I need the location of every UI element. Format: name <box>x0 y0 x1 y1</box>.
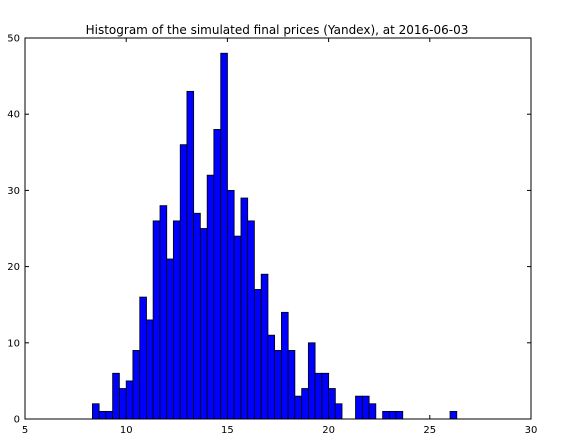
y-tick-label: 20 <box>7 262 20 273</box>
histogram-bar <box>98 410 107 420</box>
histogram-bar <box>233 235 242 420</box>
histogram-bar <box>314 372 323 420</box>
histogram-bar <box>186 90 195 420</box>
histogram-bar <box>166 258 174 420</box>
histogram-bar <box>328 388 336 420</box>
histogram-bar <box>395 410 404 420</box>
y-tick-label: 50 <box>7 34 20 45</box>
histogram-bar <box>449 410 458 420</box>
histogram-bar <box>368 403 377 420</box>
y-tick-label: 10 <box>7 338 20 349</box>
histogram-bar <box>334 403 343 420</box>
histogram-bar <box>112 372 120 420</box>
histogram-bar <box>240 197 249 420</box>
histogram-bar <box>226 189 235 420</box>
histogram-bar <box>321 372 330 420</box>
histogram-bar <box>247 220 255 420</box>
plot-frame <box>24 37 532 420</box>
y-tick-label: 40 <box>7 110 20 121</box>
histogram-bar <box>382 410 390 420</box>
histogram-bar <box>179 144 188 420</box>
histogram-bar <box>260 273 269 420</box>
histogram-bar <box>294 395 302 420</box>
histogram-bar <box>388 410 397 420</box>
x-tick-label: 5 <box>22 425 28 436</box>
histogram-bar <box>105 410 114 420</box>
histogram-bar <box>307 342 316 420</box>
chart-title: Histogram of the simulated final prices … <box>86 23 469 37</box>
histogram-bar <box>119 388 127 420</box>
histogram-bar <box>206 174 215 420</box>
histogram-bar <box>213 129 221 420</box>
x-tick-label: 30 <box>525 425 538 436</box>
histogram-bar <box>220 52 228 420</box>
histogram-bar <box>355 395 363 420</box>
histogram-bar <box>91 403 100 420</box>
histogram-bar <box>193 212 201 420</box>
histogram-bar <box>281 311 289 420</box>
y-tick-label: 30 <box>7 186 20 197</box>
axis-ticks: 5 10 15 20 25 30 0 10 20 30 40 50 <box>7 34 537 437</box>
histogram-bar <box>274 350 282 420</box>
histogram-bar <box>125 380 134 420</box>
histogram-bar <box>172 220 181 420</box>
histogram-bar <box>253 289 262 420</box>
histogram-bar <box>267 334 276 420</box>
histogram-bar <box>362 395 370 420</box>
x-tick-label: 10 <box>120 425 133 436</box>
x-tick-label: 15 <box>221 425 234 436</box>
histogram-bar <box>301 388 309 420</box>
histogram-bar <box>200 228 208 420</box>
histogram-bar <box>152 220 161 420</box>
histogram-bar <box>132 350 141 420</box>
histogram-bar <box>139 296 147 420</box>
x-tick-label: 25 <box>423 425 436 436</box>
y-tick-label: 0 <box>14 415 20 426</box>
bars-group <box>91 52 458 420</box>
histogram-bar <box>146 319 154 420</box>
histogram-bar <box>287 350 296 420</box>
x-tick-label: 20 <box>322 425 335 436</box>
histogram-bar <box>159 205 168 420</box>
